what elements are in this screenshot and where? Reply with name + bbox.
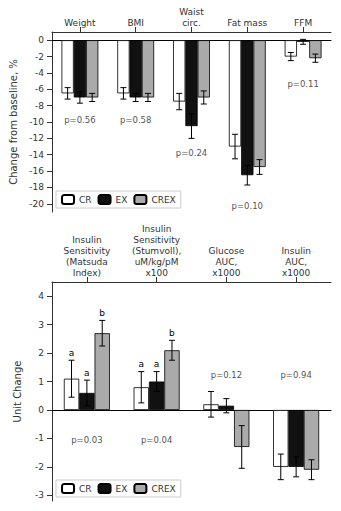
svg-text:p=0.11: p=0.11 xyxy=(287,79,318,89)
svg-text:circ.: circ. xyxy=(182,18,201,28)
svg-text:Fat mass: Fat mass xyxy=(227,18,267,28)
svg-text:uM/kg/pM: uM/kg/pM xyxy=(135,257,179,267)
svg-text:a: a xyxy=(139,359,145,369)
svg-text:CR: CR xyxy=(79,195,92,205)
svg-text:p=0.24: p=0.24 xyxy=(176,148,207,158)
svg-text:Sensitivity: Sensitivity xyxy=(133,235,181,245)
svg-text:p=0.10: p=0.10 xyxy=(232,201,263,211)
svg-text:-20: -20 xyxy=(29,199,44,209)
svg-text:CREX: CREX xyxy=(151,195,175,205)
svg-text:AUC,: AUC, xyxy=(215,257,237,267)
svg-text:1: 1 xyxy=(38,377,44,387)
svg-text:Unit Change: Unit Change xyxy=(12,361,23,423)
svg-text:-2: -2 xyxy=(35,52,44,62)
svg-text:-14: -14 xyxy=(29,150,44,160)
svg-text:AUC,: AUC, xyxy=(285,257,307,267)
svg-text:-18: -18 xyxy=(29,182,44,192)
svg-text:-8: -8 xyxy=(35,101,44,111)
svg-text:x1000: x1000 xyxy=(212,268,241,278)
svg-text:-6: -6 xyxy=(35,84,44,94)
svg-text:p=0.94: p=0.94 xyxy=(280,370,311,380)
svg-text:Glucose: Glucose xyxy=(208,246,244,256)
svg-text:b: b xyxy=(169,328,175,338)
svg-text:p=0.03: p=0.03 xyxy=(71,435,102,445)
svg-text:b: b xyxy=(99,308,105,318)
svg-text:Insulin: Insulin xyxy=(72,235,101,245)
svg-text:a: a xyxy=(69,348,75,358)
svg-text:Index): Index) xyxy=(73,268,101,278)
svg-text:x1000: x1000 xyxy=(282,268,311,278)
svg-text:4: 4 xyxy=(38,291,44,301)
svg-text:0: 0 xyxy=(38,35,44,45)
svg-text:a: a xyxy=(154,359,160,369)
svg-text:-12: -12 xyxy=(29,133,44,143)
svg-text:(Stumvoll),: (Stumvoll), xyxy=(132,246,181,256)
svg-text:Change from baseline, %: Change from baseline, % xyxy=(8,59,19,185)
svg-text:p=0.12: p=0.12 xyxy=(211,370,242,380)
svg-text:Sensitivity: Sensitivity xyxy=(63,246,111,256)
svg-text:Waist: Waist xyxy=(179,7,204,17)
svg-text:x100: x100 xyxy=(145,268,168,278)
svg-text:Insulin: Insulin xyxy=(281,246,310,256)
svg-text:-1: -1 xyxy=(35,433,44,443)
svg-text:-4: -4 xyxy=(35,68,44,78)
svg-text:FFM: FFM xyxy=(294,18,312,28)
svg-text:3: 3 xyxy=(38,320,44,330)
svg-text:(Matsuda: (Matsuda xyxy=(66,257,108,267)
svg-text:2: 2 xyxy=(38,348,44,358)
svg-text:p=0.04: p=0.04 xyxy=(141,435,172,445)
svg-text:p=0.56: p=0.56 xyxy=(64,115,95,125)
svg-text:Weight: Weight xyxy=(64,18,96,28)
svg-text:BMI: BMI xyxy=(127,18,144,28)
svg-text:-2: -2 xyxy=(35,462,44,472)
svg-text:CR: CR xyxy=(79,484,92,494)
svg-text:-10: -10 xyxy=(29,117,44,127)
svg-text:a: a xyxy=(84,368,90,378)
svg-text:EX: EX xyxy=(116,195,128,205)
svg-text:CREX: CREX xyxy=(151,484,175,494)
svg-text:0: 0 xyxy=(38,405,44,415)
svg-text:p=0.58: p=0.58 xyxy=(120,115,151,125)
svg-text:Insulin: Insulin xyxy=(142,224,171,234)
svg-text:-3: -3 xyxy=(35,490,44,500)
svg-text:EX: EX xyxy=(116,484,128,494)
svg-text:-16: -16 xyxy=(29,166,44,176)
